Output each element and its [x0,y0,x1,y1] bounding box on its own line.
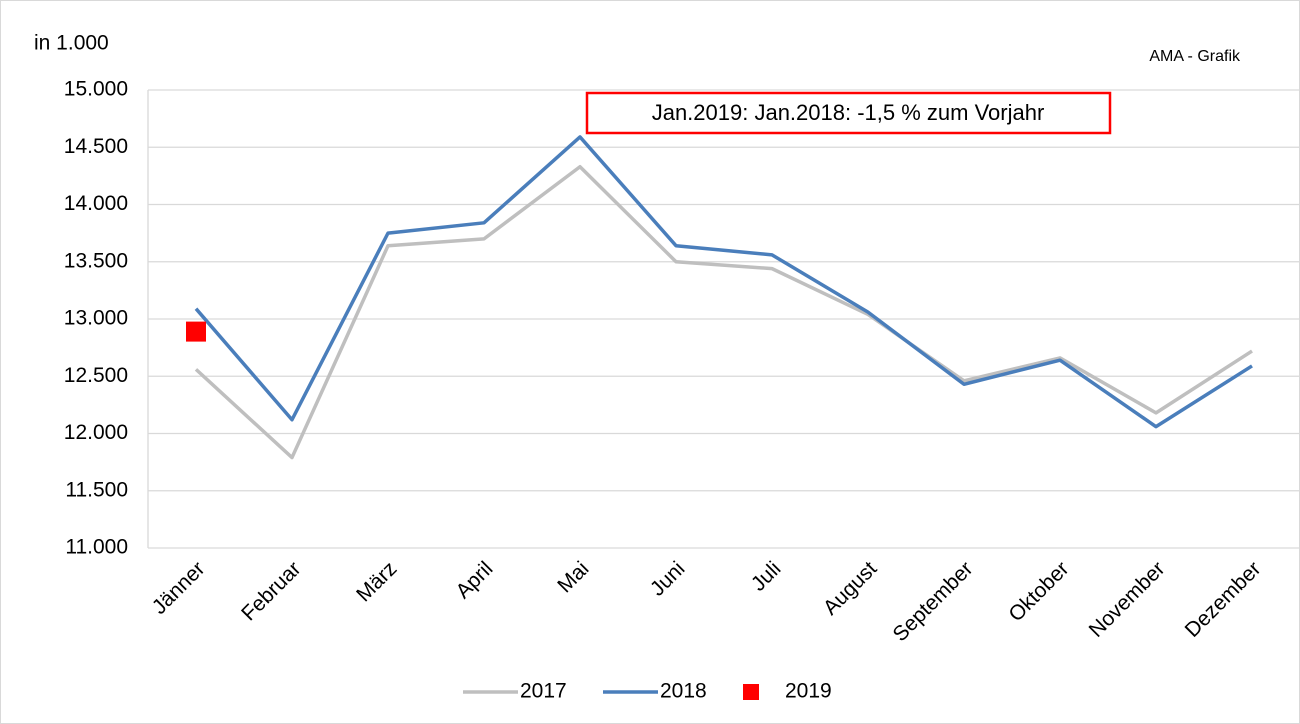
legend-label: 2019 [785,680,832,703]
y-tick-label: 12.000 [64,421,128,444]
data-line [194,164,1253,460]
y-tick-label: 13.000 [64,307,128,330]
annotation: Jan.2019: Jan.2018: -1,5 % zum Vorjahr [652,100,1045,125]
y-tick-label: 13.500 [64,249,128,272]
y-unit-label: in 1.000 [34,32,109,55]
annotation-box [585,91,1112,135]
y-tick-label: 14.000 [64,192,128,215]
legend-swatch [743,684,759,700]
data-line [194,135,1253,429]
legend-label: 2018 [660,680,707,703]
y-tick-label: 15.000 [64,78,128,101]
y-tick-label: 12.500 [64,364,128,387]
y-tick-label: 14.500 [64,135,128,158]
y-tick-label: 11.000 [65,536,128,559]
legend-label: 2017 [520,680,567,703]
data-point [186,321,206,342]
source-label: AMA - Grafik [1149,48,1241,65]
y-tick-label: 11.500 [65,478,128,501]
